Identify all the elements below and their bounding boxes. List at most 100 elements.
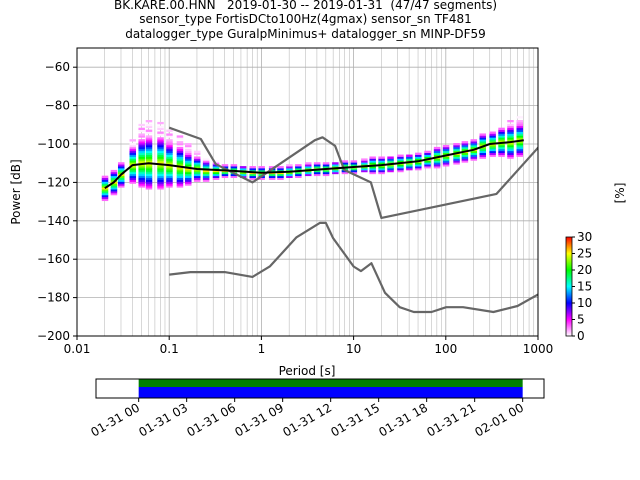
ppsd-density-cell [176, 171, 184, 175]
ppsd-density-cell [489, 137, 496, 140]
ppsd-density-cell [313, 162, 321, 165]
x-tick-label: 10 [346, 342, 361, 356]
plot-frame [76, 47, 539, 337]
ppsd-density-cell [129, 156, 137, 159]
ppsd-density-cell [138, 144, 145, 148]
ppsd-density-cell [176, 175, 184, 178]
ppsd-density-cell [129, 168, 137, 171]
ppsd-density-cell [277, 175, 284, 178]
ppsd-density-cell [145, 131, 153, 134]
ppsd-density-cell [489, 154, 496, 157]
ppsd-density-cell [239, 171, 247, 175]
coverage-tick-label: 01-31 15 [328, 400, 382, 439]
ppsd-density-cell [138, 171, 145, 175]
ppsd-density-cell [498, 146, 505, 150]
y-tick-label: −60 [45, 60, 70, 74]
ppsd-density-cell [117, 175, 125, 178]
ppsd-density-cell [498, 143, 505, 146]
ppsd-density-cell [322, 171, 330, 175]
ppsd-density-cell [378, 158, 385, 161]
ppsd-density-cell [145, 185, 153, 188]
ppsd-density-cell [129, 177, 137, 180]
ppsd-density-cell [110, 183, 118, 186]
ppsd-density-cell [461, 152, 469, 155]
ppsd-density-cell [350, 160, 358, 163]
ppsd-density-cell [185, 173, 192, 177]
ppsd-density-cell [461, 160, 469, 163]
ppsd-density-cell [415, 168, 422, 171]
colorbar-tick-label: 20 [577, 263, 592, 277]
ppsd-density-cell [286, 164, 293, 167]
ppsd-density-cell [369, 169, 376, 173]
ppsd-density-cell [138, 168, 145, 171]
ppsd-density-cell [193, 160, 201, 163]
ppsd-density-cell [138, 169, 145, 173]
ppsd-density-cell [138, 127, 145, 130]
ppsd-density-cell [313, 166, 321, 169]
ppsd-density-cell [453, 154, 460, 157]
ppsd-density-cell [185, 156, 192, 159]
ppsd-density-cell [415, 154, 422, 157]
ppsd-density-cell [268, 166, 276, 169]
ppsd-density-cell [110, 191, 118, 194]
ppsd-density-cell [453, 143, 460, 146]
ppsd-density-cell [322, 173, 330, 177]
ppsd-density-cell [498, 135, 505, 138]
ppsd-density-cell [442, 156, 450, 159]
ppsd-density-cell [387, 156, 394, 159]
ppsd-density-cell [166, 175, 173, 178]
ppsd-density-cell [507, 152, 514, 155]
ppsd-density-cell [470, 156, 478, 159]
ppsd-density-cell [138, 150, 145, 154]
ppsd-density-cell [507, 137, 514, 140]
ppsd-density-cell [507, 150, 514, 154]
ppsd-density-cell [117, 168, 125, 171]
x-tick-label: 1 [258, 342, 266, 356]
ppsd-density-cell [277, 166, 284, 169]
ppsd-density-cell [101, 189, 109, 192]
colorbar-tick-label: 0 [577, 329, 585, 343]
ppsd-density-cell [350, 169, 358, 173]
ppsd-density-cell [110, 171, 118, 175]
ppsd-density-cell [193, 166, 201, 169]
ppsd-density-cell [166, 177, 173, 180]
ppsd-density-cell [117, 169, 125, 173]
ppsd-density-cell [185, 152, 192, 155]
ppsd-density-cell [166, 135, 173, 138]
ppsd-density-cell [322, 164, 330, 167]
ppsd-density-cell [369, 158, 376, 161]
ppsd-density-cell [145, 183, 153, 186]
ppsd-density-cell [433, 160, 441, 163]
ppsd-density-cell [185, 183, 192, 186]
ppsd-density-cell [313, 164, 321, 167]
ppsd-density-cell [442, 144, 450, 148]
ppsd-density-cell [145, 146, 153, 150]
ppsd-density-cell [185, 144, 192, 148]
ppsd-density-cell [406, 154, 413, 157]
ppsd-density-cell [516, 133, 523, 136]
ppsd-density-cell [498, 150, 505, 154]
ppsd-density-cell [424, 164, 431, 167]
ppsd-density-cell [212, 175, 220, 178]
ppsd-density-cell [129, 144, 137, 148]
ppsd-density-cell [101, 181, 109, 184]
ppsd-density-cell [470, 139, 478, 142]
ppsd-density-cell [433, 146, 441, 150]
ppsd-density-cell [479, 143, 486, 146]
x-tick-label: 0.01 [64, 342, 91, 356]
ppsd-density-cell [415, 158, 422, 161]
ppsd-density-cell [157, 169, 164, 173]
x-tick-label: 100 [434, 342, 457, 356]
ppsd-density-cell [157, 127, 164, 130]
ppsd-density-cell [268, 175, 276, 178]
ppsd-density-cell [193, 179, 201, 182]
ppsd-density-cell [101, 198, 109, 202]
y-tick-label: −120 [37, 175, 70, 189]
ppsd-density-cell [369, 160, 376, 163]
ppsd-density-cell [138, 175, 145, 178]
ppsd-density-cell [129, 175, 137, 178]
ppsd-density-cell [332, 166, 339, 169]
ppsd-density-cell [249, 173, 256, 177]
ppsd-density-cell [453, 162, 460, 165]
ppsd-density-cell [286, 171, 293, 175]
